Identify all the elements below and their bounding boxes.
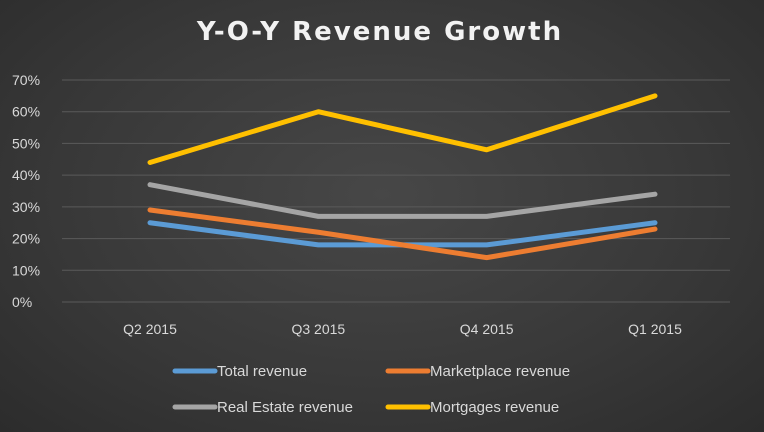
chart-title: Y-O-Y Revenue Growth	[196, 17, 563, 47]
legend: Total revenue Marketplace revenue Real Est…	[172, 363, 570, 416]
y-tick-label: 60%	[12, 104, 40, 120]
legend-label: Mortgages revenue	[430, 399, 559, 416]
y-tick-label: 70%	[12, 72, 40, 88]
x-tick-label: Q3 2015	[291, 321, 345, 337]
y-tick-label: 0%	[12, 294, 32, 310]
legend-label: Marketplace revenue	[430, 363, 570, 380]
series-line	[147, 182, 658, 219]
legend-label: Total revenue	[217, 363, 307, 380]
y-tick-label: 10%	[12, 262, 40, 278]
x-tick-label: Q4 2015	[460, 321, 514, 337]
y-tick-label: 20%	[12, 231, 40, 247]
x-tick-label: Q1 2015	[628, 321, 682, 337]
series-line	[147, 93, 658, 165]
legend-label: Real Estate revenue	[217, 399, 353, 416]
y-tick-label: 30%	[12, 199, 40, 215]
x-axis-ticks: Q2 2015 Q3 2015 Q4 2015 Q1 2015	[123, 321, 682, 337]
gridlines	[62, 79, 730, 303]
y-axis-ticks: 0% 10% 20% 30% 40% 50% 60% 70%	[12, 72, 40, 310]
y-tick-label: 50%	[12, 135, 40, 151]
y-tick-label: 40%	[12, 167, 40, 183]
series-lines	[147, 93, 658, 261]
series-line	[147, 207, 658, 261]
x-tick-label: Q2 2015	[123, 321, 177, 337]
